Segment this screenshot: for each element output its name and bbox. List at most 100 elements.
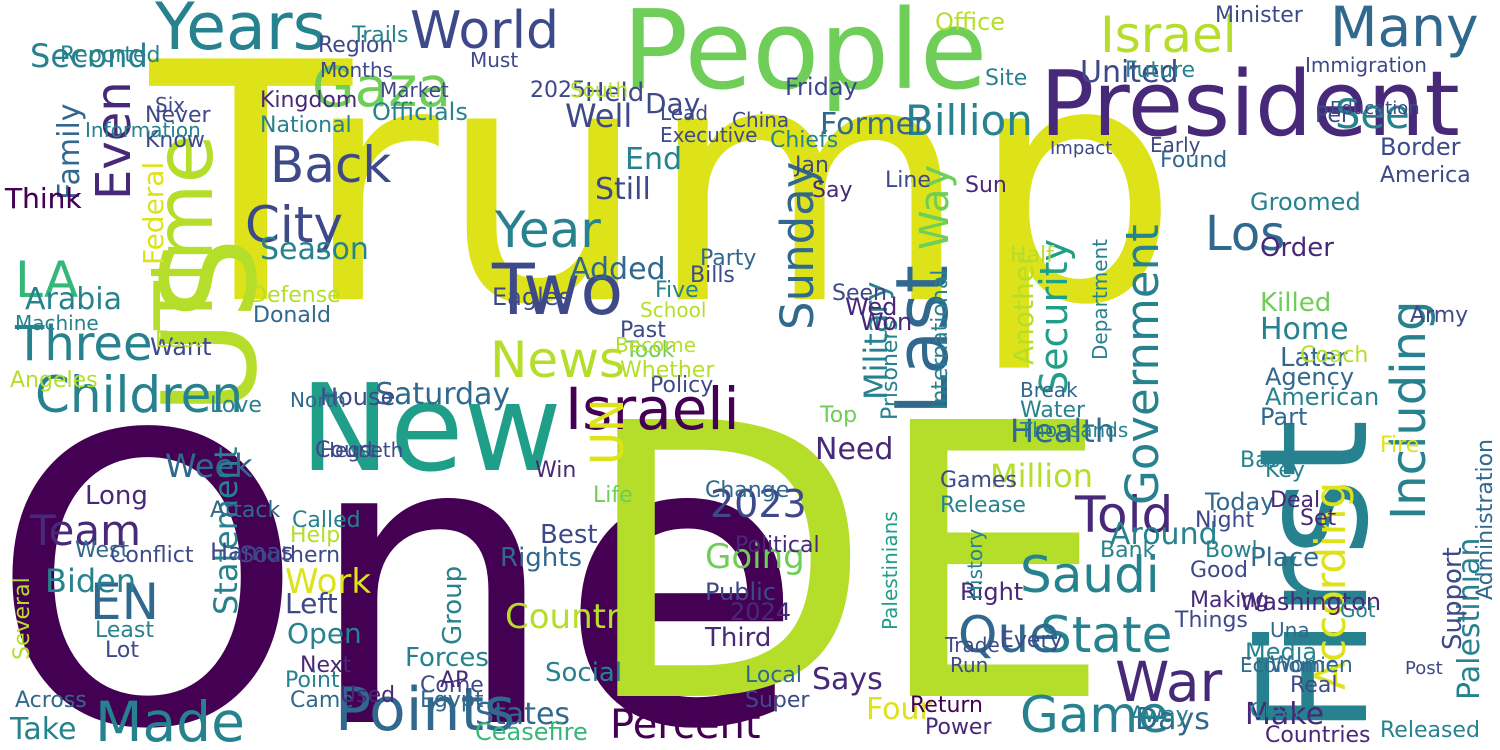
word-office: Office [935,8,1006,36]
word-power: Power [925,715,992,740]
word-new: New [300,360,562,499]
word-game: Game [1020,686,1169,744]
word-want: Want [150,333,212,361]
word-president: President [1040,52,1460,157]
word-east: East [155,328,203,353]
word-key: Key [1265,458,1305,483]
word-fire: Fire [1380,433,1420,458]
word-open: Open [287,617,362,650]
word-around: Around [1110,517,1218,552]
word-called: Called [292,508,361,533]
word-lot: Lot [105,638,139,663]
word-immigration: Immigration [1305,53,1427,77]
word-groomed: Groomed [1250,188,1361,216]
word-public: Public [705,578,777,606]
word-bills: Bills [690,263,735,288]
word-post: Post [1405,658,1443,679]
word-five: Five [655,278,699,303]
word-coach: Coach [1300,343,1369,368]
word-later: Later [1280,343,1348,373]
word-going: Going [705,537,805,577]
word-court: Court [315,438,376,463]
word-release: Release [940,493,1026,518]
word-think: Think [5,182,82,215]
word-de: DE [580,343,1113,750]
word-future: Future [1125,58,1196,83]
word-thousands: Thousands [1020,418,1129,442]
word-says: Says [812,662,883,697]
word-israeli: Israeli [565,375,740,443]
word-got: Got [1340,598,1376,622]
word-best: Best [540,520,598,550]
word-next: Next [300,653,352,678]
word-countries: Countries [1265,723,1371,748]
word-return: Return [910,693,984,718]
word-bowl: Bowl [1205,538,1258,563]
word-never: Never [145,103,211,128]
word-took: Took [625,338,675,363]
word-per: Per [1315,103,1351,128]
word-killed: Killed [1260,288,1332,318]
word-told: Told [1075,486,1174,544]
word-water: Water [1020,398,1086,423]
word-market: Market [380,78,449,102]
word-one: One [0,352,805,750]
word-2024: 2024 [730,598,792,626]
word-good: Good [1190,558,1248,583]
word-israel: Israel [1100,6,1237,64]
word-government: Government [1116,224,1169,505]
word-minister: Minister [1215,3,1303,28]
word-line: Line [885,168,931,193]
word-arabia: Arabia [25,282,123,317]
word-trump: Trump [150,0,1179,377]
word-reported: Reported [60,43,161,68]
word-make: Make [1245,697,1325,732]
word-rights: Rights [500,543,583,573]
word-won: Won [860,308,913,336]
word-help: Help [290,523,341,548]
word-southern: Southern [240,543,341,568]
word-history: History [963,528,987,600]
word-season: Season [260,232,369,267]
word-angeles: Angeles [10,368,98,393]
word-women: Women [1270,653,1353,678]
word-past: Past [620,318,666,343]
word-international: International [928,269,953,410]
word-trade: Trade [945,633,1000,657]
word-including: Including [1381,300,1437,520]
word-change: Change [705,478,790,503]
word-used: Used [340,683,396,708]
word-former: Former [820,107,927,142]
word-country: Country [505,597,641,637]
word-america: America [1380,163,1471,188]
word-donald: Donald [253,303,331,328]
word-came: Came [290,688,354,713]
word-points: Points [335,675,516,745]
word-found: Found [1160,148,1228,173]
word-united: United [1080,55,1179,90]
word-years: Years [155,0,327,65]
word-love: Love [210,393,262,418]
word-2025: 2025 [530,78,586,103]
word-en: EN [90,573,159,631]
word-become: Become [615,333,697,357]
word-third: Third [705,623,772,653]
word-early: Early [1150,133,1201,157]
word-take: Take [10,712,77,747]
word-saudi: Saudi [1020,546,1160,604]
word-need: Need [815,432,894,467]
word-region: Region [318,33,394,58]
word-gaza: Gaza [312,55,451,119]
word-seen: Seen [832,281,887,306]
word-life: Life [593,483,633,508]
word-una: Una [1270,618,1310,642]
word-three: Three [15,316,153,372]
word-made: Made [95,690,245,750]
word-week: Week [165,447,253,485]
word-border: Border [1380,133,1461,161]
word-local: Local [745,663,803,688]
word-clear: Clear [1250,698,1303,722]
word-making: Making [1190,588,1270,613]
word-support: Support [1438,547,1468,650]
